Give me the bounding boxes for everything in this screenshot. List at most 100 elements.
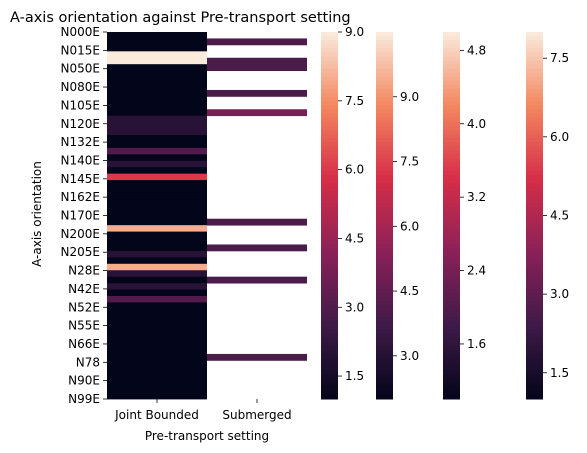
y-tick-label: N145E [61,172,100,186]
y-tick-label: N200E [61,227,100,241]
colorbar-tick-label: 9.0 [400,90,419,104]
heatmap-cell [107,109,207,117]
colorbar-tick-label: 6.0 [550,130,569,144]
heatmap-cell [107,353,207,361]
heatmap-cell [107,102,207,110]
y-tick-label: N170E [61,209,100,223]
heatmap-cell [107,386,207,393]
heatmap-cell [207,244,307,252]
heatmap-cell [107,283,207,290]
colorbar-tick-label: 2.4 [467,264,486,278]
heatmap-cell [107,64,207,72]
colorbar-4: 1.5 3.0 4.5 6.0 7.5 [526,32,569,400]
heatmap-cell [207,89,307,97]
y-tick-label: N55E [68,319,100,333]
heatmap-cell [107,44,207,52]
heatmap-cell [107,328,207,336]
x-axis-ticks: Joint Bounded Submerged [114,399,292,422]
colorbar-tick-label: 4.5 [400,284,419,298]
heatmap-cell [107,360,207,368]
heatmap-cell [107,225,207,232]
colorbar-tick-label: 3.0 [400,349,419,363]
colorbar-tick-label: 4.5 [550,209,569,223]
heatmap-cell [107,154,207,162]
heatmap-cell [107,192,207,200]
y-tick-label: N080E [61,80,100,94]
y-tick-label: N120E [61,117,100,131]
y-axis-label: A-axis orientation [30,161,44,267]
heatmap-cell [107,334,207,342]
heatmap-cell [107,205,207,213]
heatmap-cell [107,347,207,355]
colorbar-tick-label: 3.0 [550,287,569,301]
chart-title: A-axis orientation against Pre-transport… [10,10,351,26]
y-tick-label: N78 [76,355,100,369]
heatmap-cell [107,341,207,348]
colorbar-tick-label: 6.0 [400,219,419,233]
heatmap-cell [107,257,207,265]
heatmap-cell [107,218,207,226]
heatmap-cell [107,270,207,278]
colorbars: 1.5 3.0 4.5 6.0 7.5 9.0 3.0 4.5 6.0 7.5 9.0 1.6 2.4 3… [321,25,569,400]
heatmap-cell [107,77,207,84]
y-tick-label: N90E [68,374,100,388]
heatmap-cell [107,373,207,381]
y-tick-label: N050E [61,62,100,76]
heatmap-cell [107,302,207,310]
heatmap-cell [107,212,207,220]
heatmap-cell [207,276,307,284]
heatmap-cells [107,32,307,400]
heatmap-cell [107,276,207,284]
heatmap-cell [107,96,207,104]
heatmap-cell [107,147,207,155]
y-tick-label: N205E [61,245,100,259]
heatmap-cell [207,38,307,46]
heatmap-cell [107,167,207,175]
colorbar-tick-label: 7.5 [400,155,419,169]
y-tick-label: N162E [61,190,100,204]
colorbar-tick-label: 7.5 [550,51,569,65]
heatmap-cell [107,379,207,387]
colorbar-tick-label: 9.0 [345,25,364,39]
x-axis-label: Pre-transport setting [145,429,269,443]
heatmap-cell [207,109,307,117]
heatmap-cell [107,244,207,252]
colorbar-tick-label: 4.0 [467,117,486,131]
heatmap-cell [207,218,307,226]
heatmap-cell [107,238,207,245]
heatmap-cell [107,32,207,39]
x-tick-label: Submerged [222,408,291,422]
x-tick-label: Joint Bounded [114,408,199,422]
heatmap-cell [207,64,307,72]
heatmap-cell [107,122,207,129]
y-tick-label: N132E [61,135,100,149]
heatmap-cell [107,173,207,181]
y-tick-label: N42E [68,282,100,296]
heatmap-cell [107,135,207,142]
heatmap-cell [107,315,207,323]
y-tick-label: N28E [68,264,100,278]
colorbar-3: 1.6 2.4 3.2 4.0 4.8 [443,32,486,400]
y-tick-label: N140E [61,153,100,167]
heatmap-cell [107,366,207,374]
y-tick-label: N66E [68,337,100,351]
heatmap-cell [107,308,207,316]
colorbar-tick-label: 4.8 [467,43,486,57]
heatmap-cell [107,295,207,303]
colorbar-tick-label: 1.6 [467,337,486,351]
y-tick-label: N52E [68,300,100,314]
heatmap-cell [107,186,207,194]
heatmap-cell [107,51,207,59]
heatmap-cell [107,89,207,97]
y-tick-label: N000E [61,25,100,39]
colorbar-tick-label: 3.0 [345,300,364,314]
heatmap-cell [107,128,207,136]
heatmap-cell [107,250,207,258]
heatmap-cell [107,289,207,297]
colorbar-1: 1.5 3.0 4.5 6.0 7.5 9.0 [321,25,364,400]
heatmap-cell [107,70,207,78]
colorbar-2: 3.0 4.5 6.0 7.5 9.0 [376,32,419,400]
y-tick-label: N105E [61,98,100,112]
heatmap-cell [107,83,207,91]
